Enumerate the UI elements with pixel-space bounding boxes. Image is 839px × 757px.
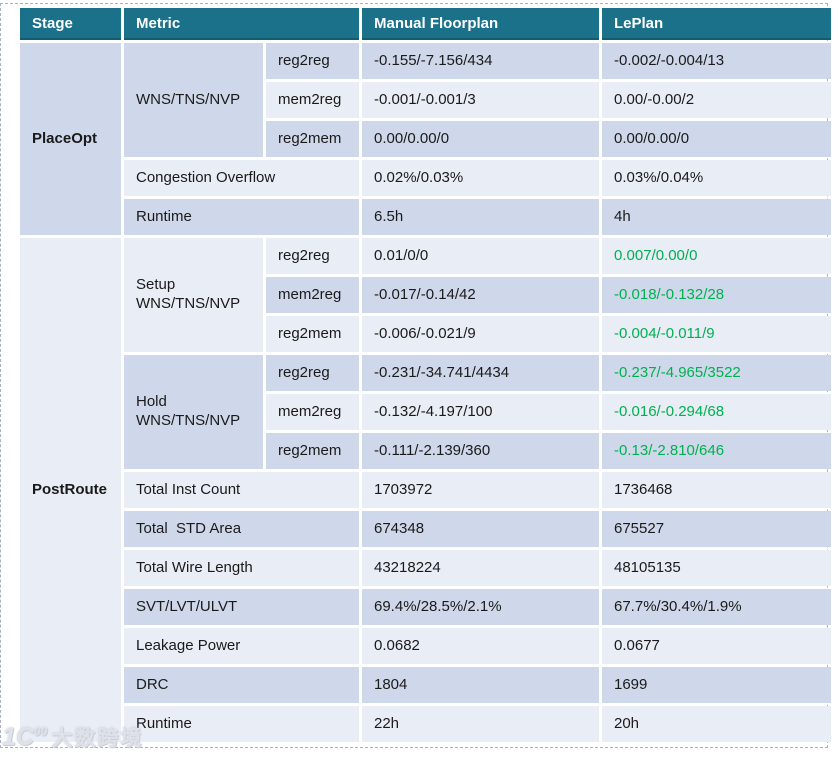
submetric-reg2reg: reg2reg [266, 43, 359, 79]
header-row: Stage Metric Manual Floorplan LePlan [20, 8, 831, 40]
table-row: PostRoute Setup WNS/TNS/NVP reg2reg 0.01/0/… [20, 238, 831, 742]
leplan-value: 67.7%/30.4%/1.9% [602, 589, 831, 625]
manual-floorplan-value: 0.02%/0.03% [362, 160, 599, 196]
table-row: reg2mem -0.111/-2.139/360 -0.13/-2.810/646 [20, 433, 831, 469]
leplan-value: 675527 [602, 511, 831, 547]
manual-floorplan-value: -0.132/-4.197/100 [362, 394, 599, 430]
manual-floorplan-value: 1804 [362, 667, 599, 703]
stage-cell-postroute: PostRoute [20, 238, 121, 742]
leplan-value: -0.237/-4.965/3522 [602, 355, 831, 391]
table-row: Total STD Area 674348 675527 [20, 511, 831, 547]
leplan-value: 0.03%/0.04% [602, 160, 831, 196]
leplan-value: 0.00/-0.00/2 [602, 82, 831, 118]
leplan-value: 48105135 [602, 550, 831, 586]
table-row: Congestion Overflow 0.02%/0.03% 0.03%/0.04… [20, 160, 831, 196]
manual-floorplan-value: 674348 [362, 511, 599, 547]
leplan-value: -0.13/-2.810/646 [602, 433, 831, 469]
table-row: Hold WNS/TNS/NVP reg2reg -0.231/-34.741/44… [20, 355, 831, 469]
manual-floorplan-value: 0.0682 [362, 628, 599, 664]
submetric-reg2reg: reg2reg [266, 355, 359, 391]
manual-floorplan-value: -0.155/-7.156/434 [362, 43, 599, 79]
leplan-value: -0.002/-0.004/13 [602, 43, 831, 79]
table-row: Leakage Power 0.0682 0.0677 [20, 628, 831, 664]
metric-svt-lvt-ulvt: SVT/LVT/ULVT [124, 589, 359, 625]
metric-total-inst-count: Total Inst Count [124, 472, 359, 508]
submetric-reg2mem: reg2mem [266, 121, 359, 157]
leplan-value: 0.00/0.00/0 [602, 121, 831, 157]
leplan-value: 20h [602, 706, 831, 742]
manual-floorplan-value: -0.001/-0.001/3 [362, 82, 599, 118]
manual-floorplan-value: -0.111/-2.139/360 [362, 433, 599, 469]
col-header-stage: Stage [20, 8, 121, 40]
table-row: Total Inst Count 1703972 1736468 [20, 472, 831, 508]
manual-floorplan-value: 1703972 [362, 472, 599, 508]
submetric-reg2reg: reg2reg [266, 238, 359, 274]
leplan-value: -0.016/-0.294/68 [602, 394, 831, 430]
stage-cell-placeopt: PlaceOpt [20, 43, 121, 235]
leplan-value: -0.004/-0.011/9 [602, 316, 831, 352]
manual-floorplan-value: -0.017/-0.14/42 [362, 277, 599, 313]
leplan-value: 1699 [602, 667, 831, 703]
metric-group-wns-tns-nvp: WNS/TNS/NVP [124, 43, 263, 157]
metric-runtime: Runtime [124, 706, 359, 742]
submetric-mem2reg: mem2reg [266, 394, 359, 430]
manual-floorplan-value: 6.5h [362, 199, 599, 235]
manual-floorplan-value: -0.006/-0.021/9 [362, 316, 599, 352]
watermark: 1C00 大数跨境 [2, 722, 143, 752]
watermark-logo-icon: 1C00 [2, 722, 48, 751]
manual-floorplan-value: 43218224 [362, 550, 599, 586]
manual-floorplan-value: 0.00/0.00/0 [362, 121, 599, 157]
metric-congestion-overflow: Congestion Overflow [124, 160, 359, 196]
table-row: Runtime 22h 20h [20, 706, 831, 742]
submetric-reg2mem: reg2mem [266, 433, 359, 469]
submetric-mem2reg: mem2reg [266, 277, 359, 313]
table-row: DRC 1804 1699 [20, 667, 831, 703]
manual-floorplan-value: 0.01/0/0 [362, 238, 599, 274]
col-header-metric: Metric [124, 8, 359, 40]
leplan-value: -0.018/-0.132/28 [602, 277, 831, 313]
manual-floorplan-value: -0.231/-34.741/4434 [362, 355, 599, 391]
table-row: mem2reg -0.001/-0.001/3 0.00/-0.00/2 [20, 82, 831, 118]
leplan-value: 0.0677 [602, 628, 831, 664]
table-row: reg2mem -0.006/-0.021/9 -0.004/-0.011/9 [20, 316, 831, 352]
metric-group-hold-wns-tns-nvp: Hold WNS/TNS/NVP [124, 355, 263, 469]
metric-leakage-power: Leakage Power [124, 628, 359, 664]
table-row: Total Wire Length 43218224 48105135 [20, 550, 831, 586]
table-row: Runtime 6.5h 4h [20, 199, 831, 235]
manual-floorplan-value: 69.4%/28.5%/2.1% [362, 589, 599, 625]
metric-total-wire-length: Total Wire Length [124, 550, 359, 586]
leplan-value: 4h [602, 199, 831, 235]
metric-total-std-area: Total STD Area [124, 511, 359, 547]
manual-floorplan-value: 22h [362, 706, 599, 742]
table-row: SVT/LVT/ULVT 69.4%/28.5%/2.1% 67.7%/30.4%/… [20, 589, 831, 625]
metric-drc: DRC [124, 667, 359, 703]
col-header-leplan: LePlan [602, 8, 831, 40]
leplan-value: 1736468 [602, 472, 831, 508]
watermark-text: 大数跨境 [51, 727, 144, 750]
metric-group-setup-wns-tns-nvp: Setup WNS/TNS/NVP [124, 238, 263, 352]
table-row: mem2reg -0.017/-0.14/42 -0.018/-0.132/28 [20, 277, 831, 313]
col-header-manual-floorplan: Manual Floorplan [362, 8, 599, 40]
table-row: reg2mem 0.00/0.00/0 0.00/0.00/0 [20, 121, 831, 157]
table-row: mem2reg -0.132/-4.197/100 -0.016/-0.294/68 [20, 394, 831, 430]
metric-runtime: Runtime [124, 199, 359, 235]
leplan-value: 0.007/0.00/0 [602, 238, 831, 274]
floorplan-comparison-table: Stage Metric Manual Floorplan LePlan Pla… [17, 5, 834, 745]
table-row: PlaceOpt WNS/TNS/NVP reg2reg -0.155/-7.156/… [20, 43, 831, 235]
submetric-mem2reg: mem2reg [266, 82, 359, 118]
submetric-reg2mem: reg2mem [266, 316, 359, 352]
